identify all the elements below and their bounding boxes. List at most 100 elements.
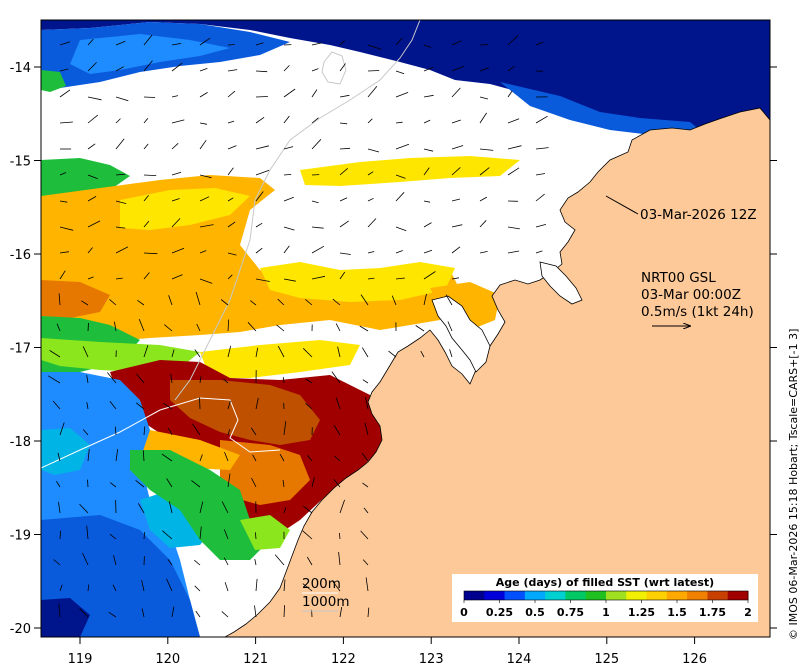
- current-vector: [115, 226, 126, 229]
- current-vector: [423, 119, 431, 124]
- current-vector: [255, 347, 259, 358]
- sst-region-orange-band: [140, 430, 240, 470]
- lat-tick-label: -17: [10, 342, 31, 357]
- current-vector: [250, 427, 257, 436]
- current-vector: [86, 375, 89, 384]
- colorbar-swatch: [524, 591, 546, 600]
- contour-island: [321, 51, 347, 85]
- colorbar-swatch: [585, 591, 607, 600]
- current-vector: [367, 171, 374, 176]
- current-vector: [339, 197, 348, 202]
- current-vector: [479, 196, 487, 202]
- current-vector: [283, 579, 286, 592]
- current-vector: [277, 298, 285, 306]
- current-vector: [283, 421, 287, 436]
- current-vector: [255, 169, 270, 176]
- current-vector: [283, 196, 294, 202]
- sst-region-yellow-south: [200, 340, 360, 378]
- colorbar-swatch: [484, 591, 506, 600]
- current-vector: [311, 226, 324, 229]
- current-vector: [367, 44, 382, 50]
- map-plot-area: [41, 20, 770, 637]
- lon-tick-label: 125: [594, 652, 619, 667]
- current-vector: [255, 578, 258, 592]
- current-vector: [339, 607, 343, 618]
- current-vector: [255, 116, 265, 124]
- colorbar-label: 0.25: [486, 606, 513, 619]
- current-vector: [395, 174, 406, 179]
- current-vector: [196, 323, 201, 332]
- current-vector: [195, 610, 201, 618]
- current-vector: [423, 94, 434, 98]
- contour-1000m-label: 1000m: [302, 594, 350, 610]
- contour-1000m: [174, 20, 421, 401]
- current-vector: [143, 345, 149, 358]
- current-vector: [367, 277, 375, 280]
- current-vector: [282, 479, 285, 488]
- current-vector: [59, 68, 69, 72]
- current-vector: [135, 479, 145, 488]
- current-vector: [115, 138, 125, 150]
- current-vector: [507, 145, 522, 150]
- current-vector: [339, 63, 346, 72]
- lat-tick-label: -14: [10, 61, 31, 76]
- current-vector: [337, 346, 341, 358]
- current-vector: [223, 557, 229, 566]
- current-vector: [367, 251, 375, 254]
- current-vector: [171, 198, 180, 202]
- current-vector: [59, 200, 68, 203]
- colorbar-swatch: [666, 591, 688, 600]
- current-vector: [507, 167, 520, 176]
- contour-200m-label: 200m: [302, 576, 341, 592]
- current-vector: [535, 115, 548, 124]
- colorbar-label: 2: [744, 606, 752, 619]
- current-vector: [279, 453, 285, 462]
- current-vector: [59, 251, 70, 254]
- current-vector: [507, 118, 520, 124]
- current-vector: [57, 452, 61, 462]
- current-vector: [199, 526, 202, 540]
- current-vector: [449, 349, 453, 358]
- current-vector: [115, 277, 123, 280]
- current-vector: [227, 44, 235, 46]
- current-vector: [143, 117, 149, 124]
- current-vector: [507, 35, 519, 46]
- current-vector: [220, 299, 229, 306]
- current-vector: [114, 426, 117, 436]
- current-vector: [395, 121, 403, 124]
- current-vector: [141, 608, 145, 618]
- current-vector: [361, 452, 369, 462]
- lon-tick-label: 123: [419, 652, 444, 667]
- colorbar-swatch: [606, 591, 627, 600]
- current-vector: [395, 277, 405, 280]
- current-vector: [363, 507, 369, 514]
- current-vector: [227, 345, 232, 358]
- current-vector: [79, 503, 89, 514]
- current-vector: [451, 119, 461, 124]
- current-vector: [167, 427, 173, 436]
- current-vector: [479, 167, 490, 176]
- sst-region-green-nw: [41, 158, 130, 196]
- current-vector: [367, 197, 374, 202]
- current-vector: [283, 146, 294, 150]
- valid-time-pointer: [605, 195, 639, 215]
- current-vector: [109, 299, 117, 306]
- sst-region-mid-blue-sw: [41, 515, 200, 637]
- valid-time-label: 03-Mar-2026 12Z: [640, 207, 757, 223]
- current-vector: [87, 96, 102, 101]
- current-vector: [47, 375, 61, 384]
- colorbar-swatch: [626, 591, 648, 600]
- current-vector: [58, 293, 61, 306]
- current-vector: [171, 349, 175, 358]
- current-vector: [171, 95, 179, 98]
- current-vector: [311, 275, 326, 280]
- current-vector: [199, 224, 214, 228]
- colorbar-swatch: [707, 591, 729, 600]
- current-vector: [227, 429, 231, 436]
- current-vector: [81, 300, 89, 306]
- current-vector: [479, 148, 494, 151]
- sst-region-orange-core: [220, 440, 310, 505]
- current-vector: [199, 174, 212, 179]
- current-vector: [451, 65, 464, 72]
- current-vector: [252, 454, 257, 462]
